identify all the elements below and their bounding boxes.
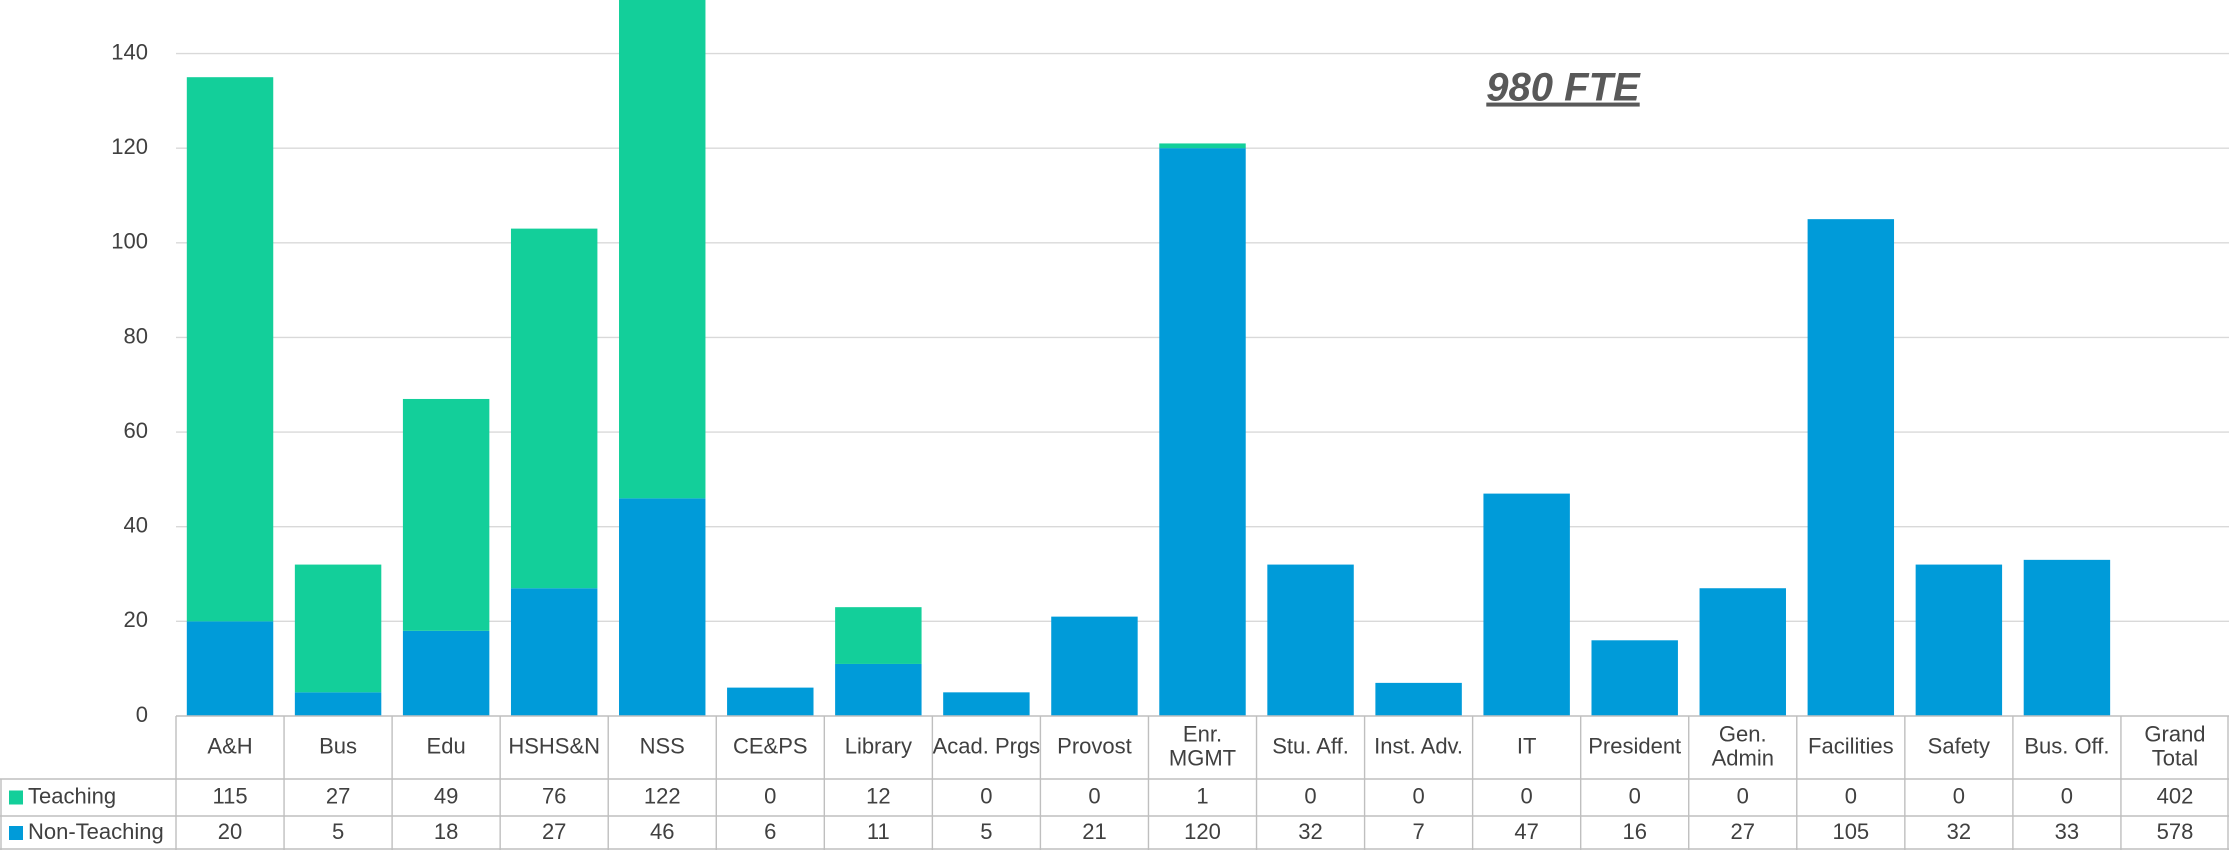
x-tick-label: Provost (1057, 733, 1132, 758)
table-value: 12 (866, 783, 890, 808)
table-value: 0 (1521, 783, 1533, 808)
legend-swatch (9, 790, 23, 805)
table-value: 115 (212, 783, 247, 808)
table-value: 32 (1947, 819, 1971, 844)
table-value: 0 (1845, 783, 1857, 808)
annotation: 980 FTE (1486, 66, 1641, 110)
bar-segment (1483, 493, 1570, 716)
x-tick-label: Library (845, 733, 912, 758)
table-value: 0 (1088, 783, 1100, 808)
bar-segment (835, 607, 922, 664)
table-value: 0 (2061, 783, 2073, 808)
bar-segment (1591, 640, 1678, 716)
y-tick-label: 100 (111, 229, 148, 254)
table-value: 27 (542, 819, 566, 844)
x-tick-label: IT (1517, 733, 1537, 758)
table-value: 46 (650, 819, 674, 844)
table-value: 16 (1622, 819, 1646, 844)
x-tick-label: Bus. Off. (2024, 733, 2109, 758)
table-value: 0 (764, 783, 776, 808)
bar-segment (2023, 559, 2111, 716)
table-total: 578 (2157, 819, 2194, 844)
bar-segment (186, 621, 274, 716)
table-value: 0 (980, 783, 992, 808)
x-tick-label: Acad. Prgs (933, 733, 1041, 758)
table-value: 122 (644, 783, 681, 808)
x-tick-label: Gen. Admin (1712, 721, 1774, 770)
y-tick-label: 40 (124, 513, 148, 538)
bar-segment (1375, 682, 1462, 716)
bar-segment (1699, 588, 1786, 716)
table-value: 33 (2055, 819, 2079, 844)
bar-segment (294, 692, 382, 716)
table-value: 7 (1412, 819, 1424, 844)
table-value: 0 (1737, 783, 1749, 808)
legend-swatch (9, 826, 23, 840)
x-tick-label: A&H (207, 733, 252, 758)
table-value: 0 (1304, 783, 1316, 808)
table-total: 402 (2157, 783, 2194, 808)
x-tick-label: Facilities (1808, 733, 1894, 758)
table-value: 5 (980, 819, 992, 844)
bar-segment (619, 0, 706, 499)
x-tick-label: CE&PS (733, 733, 808, 758)
table-value: 32 (1298, 819, 1322, 844)
bar-segment (835, 663, 922, 716)
bars (186, 0, 2111, 716)
table-value: 5 (332, 819, 344, 844)
table-value: 1 (1196, 783, 1208, 808)
table-value: 11 (867, 819, 890, 844)
table-value: 0 (1953, 783, 1965, 808)
table-value: 120 (1184, 819, 1221, 844)
x-tick-label: Edu (427, 733, 466, 758)
bar-segment (1915, 564, 2003, 716)
x-tick-label: HSHS&N (508, 733, 600, 758)
y-tick-label: 0 (136, 702, 148, 727)
bar-segment (943, 692, 1030, 716)
table-value: 21 (1082, 819, 1106, 844)
table-value: 76 (542, 783, 566, 808)
x-tick-label: NSS (640, 733, 685, 758)
table-value: 6 (764, 819, 776, 844)
table-value: 18 (434, 819, 458, 844)
table-value: 27 (1731, 819, 1755, 844)
bar-segment (727, 687, 814, 716)
x-tick-label: Bus (319, 733, 357, 758)
y-tick-label: 120 (111, 134, 148, 159)
bar-segment (510, 588, 598, 716)
bar-segment (510, 228, 598, 589)
legend-label: Non-Teaching (28, 819, 164, 844)
bar-segment (402, 398, 490, 631)
y-tick-label: 20 (124, 607, 148, 632)
table-value: 49 (434, 783, 458, 808)
bar-segment (1267, 564, 1354, 716)
table-value: 20 (218, 819, 242, 844)
x-tick-label: Enr. MGMT (1169, 721, 1236, 770)
table-value: 27 (326, 783, 350, 808)
y-tick-label: 140 (111, 39, 148, 64)
y-tick-label: 80 (124, 323, 148, 348)
bar-segment (402, 630, 490, 716)
bar-segment (1807, 219, 1895, 716)
table-value: 105 (1832, 819, 1869, 844)
bar-segment (619, 498, 706, 716)
bar-segment (1051, 616, 1138, 716)
x-tick-label: Safety (1928, 733, 1990, 758)
table-value: 47 (1514, 819, 1538, 844)
x-tick-label: Inst. Adv. (1374, 733, 1463, 758)
table-value: 0 (1412, 783, 1424, 808)
bar-segment (186, 77, 274, 622)
x-tick-label: President (1588, 733, 1681, 758)
legend-label: Teaching (28, 783, 116, 808)
bar-segment (1159, 148, 1246, 716)
bar-segment (1159, 143, 1246, 149)
bar-segment (294, 564, 382, 693)
x-tick-label: Grand Total (2144, 721, 2205, 770)
y-tick-label: 60 (124, 418, 148, 443)
x-tick-label: Stu. Aff. (1272, 733, 1349, 758)
table-value: 0 (1629, 783, 1641, 808)
